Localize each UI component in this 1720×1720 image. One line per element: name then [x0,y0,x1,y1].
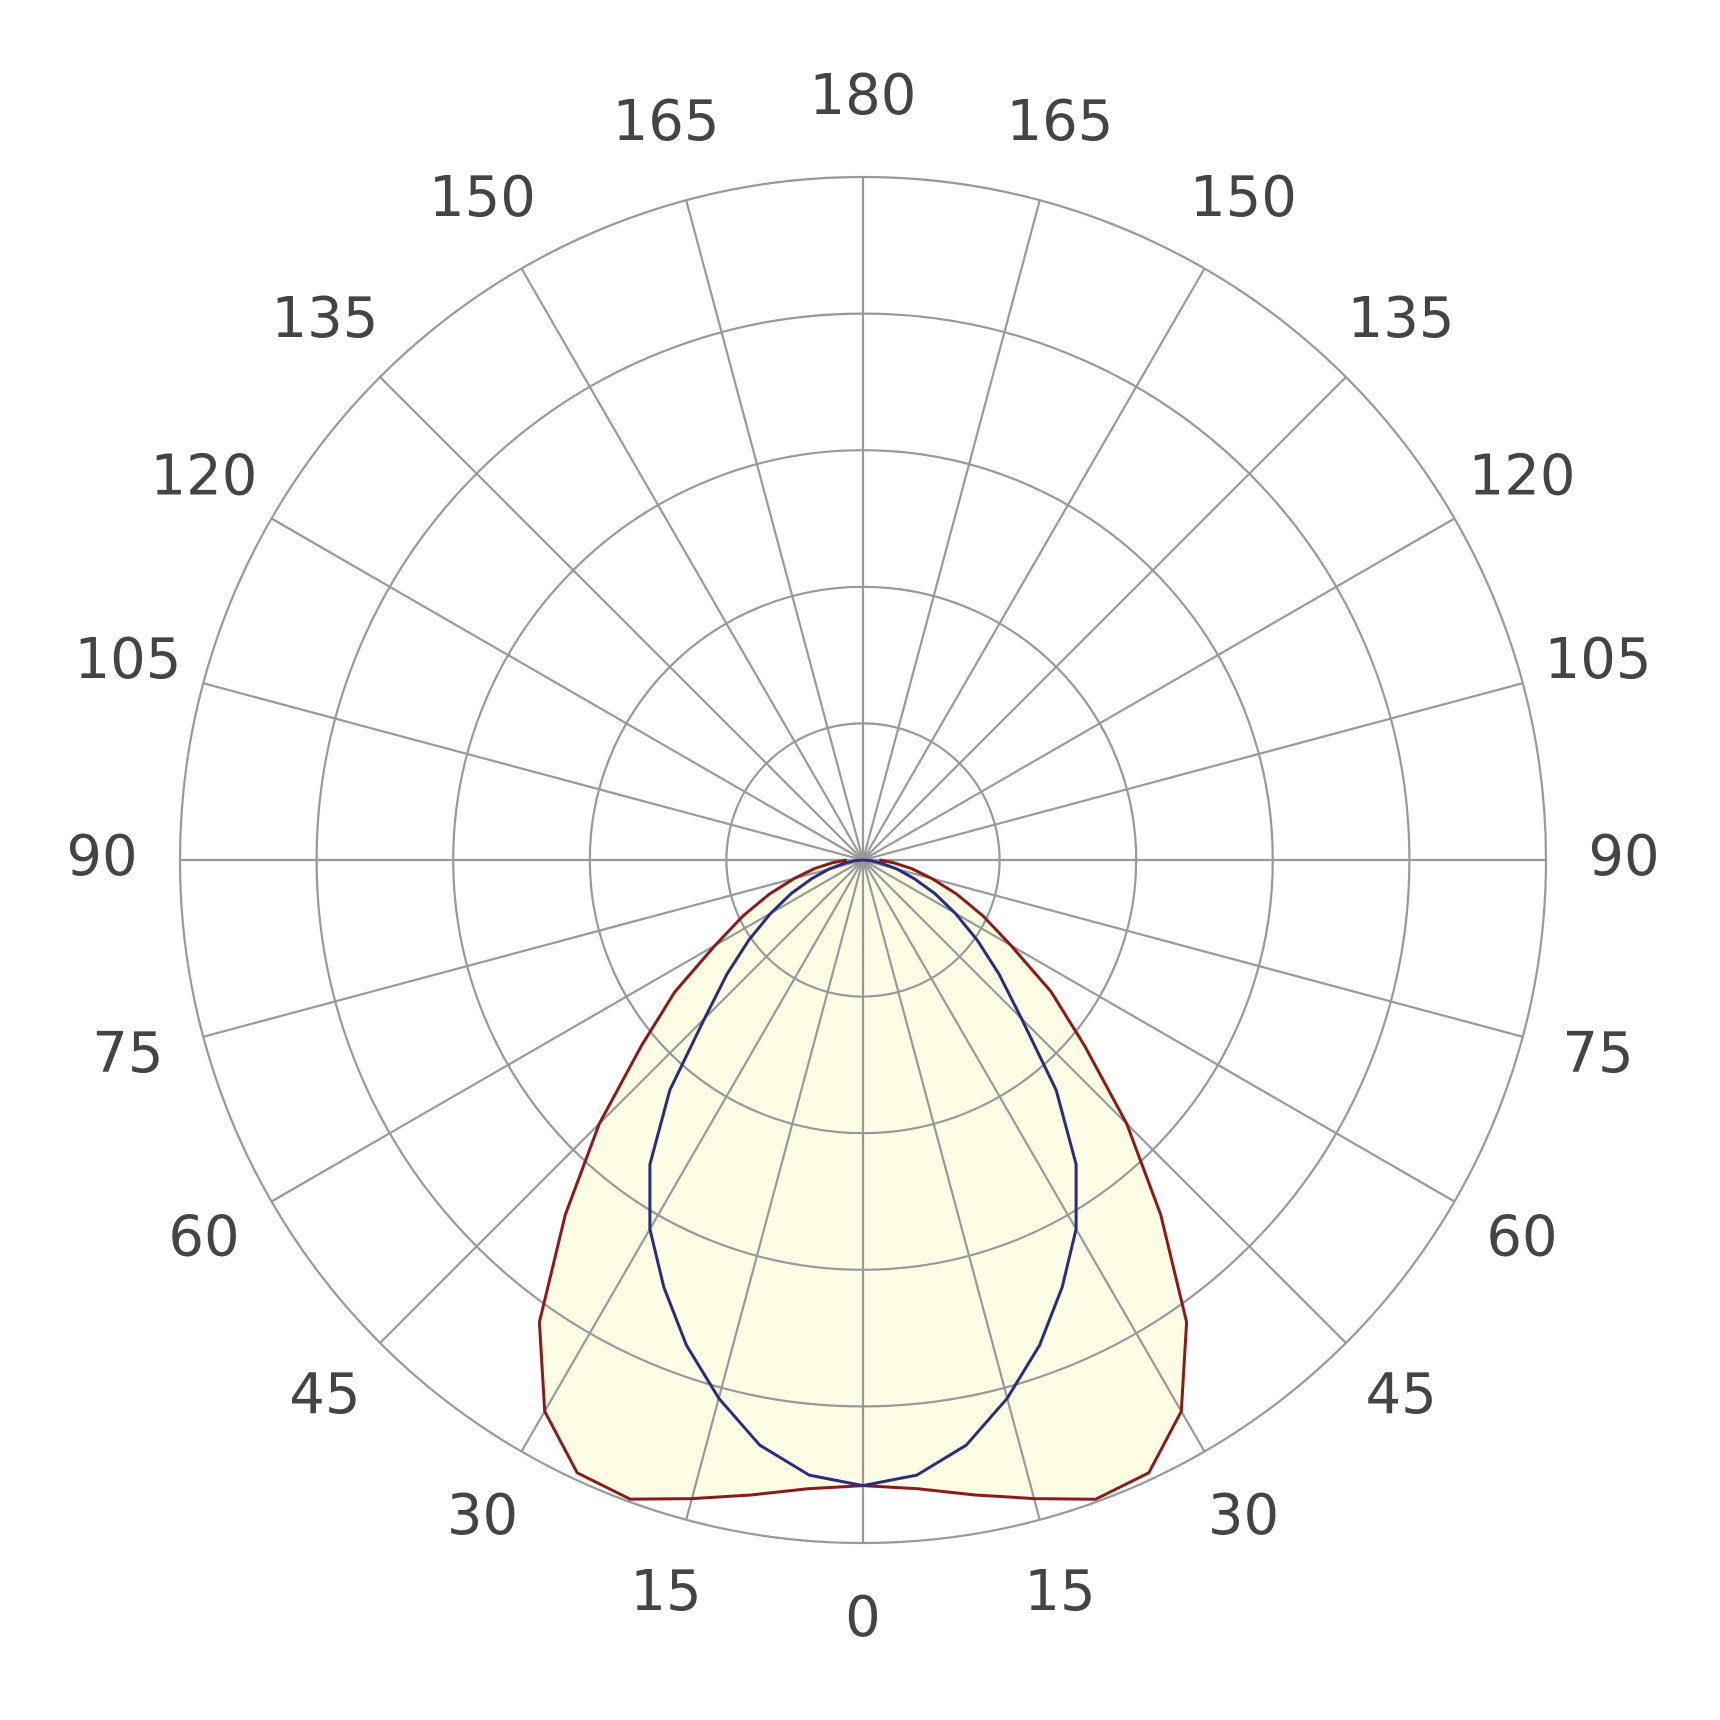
spoke [861,199,1041,861]
spoke [862,376,1347,861]
curve [648,858,864,1488]
angle-label: 90 [1588,824,1659,889]
spoke [270,859,864,1203]
curve [862,858,1189,1501]
curve [537,858,864,1501]
spoke [379,376,864,861]
spoke [202,858,864,1038]
angle-label: 105 [74,627,181,692]
spoke [685,199,865,861]
angle-label: 60 [1486,1205,1557,1270]
spoke [685,859,865,1521]
spoke [862,859,1456,1203]
spoke [862,859,1347,1344]
angle-label: 165 [613,89,720,154]
angle-label: 30 [1208,1483,1279,1548]
spoke [270,517,864,861]
spoke [861,859,1041,1521]
angle-label: 120 [1469,444,1576,509]
spoke [520,267,864,861]
angle-label: 45 [1365,1362,1436,1427]
angle-label: 60 [168,1205,239,1270]
angle-label: 135 [1348,286,1455,351]
spoke [862,859,1206,1453]
angle-label: 75 [92,1021,163,1086]
angle-label: 120 [151,444,258,509]
angle-label: 165 [1007,89,1114,154]
spoke [862,267,1206,861]
spoke [862,517,1456,861]
angle-label: 75 [1562,1021,1633,1086]
spoke [862,858,1524,1038]
angle-label: 15 [630,1559,701,1624]
curve [862,858,1078,1488]
angle-label: 135 [271,286,378,351]
angle-label: 105 [1545,627,1652,692]
angle-label: 150 [1190,165,1297,230]
spoke [862,682,1524,862]
angle-label: 45 [289,1362,360,1427]
angle-label: 90 [66,824,137,889]
angle-label: 0 [845,1585,881,1650]
spoke [520,859,864,1453]
angle-label: 15 [1024,1559,1095,1624]
angle-label: 180 [810,63,917,128]
angle-label: 150 [429,165,536,230]
spoke [202,682,864,862]
spoke [379,859,864,1344]
angle-label: 30 [447,1483,518,1548]
